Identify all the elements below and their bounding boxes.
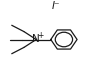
Text: I⁻: I⁻ — [52, 1, 61, 11]
Text: N: N — [32, 35, 40, 44]
Text: +: + — [37, 31, 43, 40]
